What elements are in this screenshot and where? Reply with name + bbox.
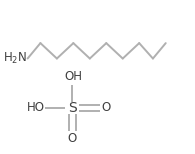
Text: S: S — [68, 101, 77, 115]
Text: H$_2$N: H$_2$N — [3, 51, 27, 66]
Text: O: O — [68, 132, 77, 145]
Text: OH: OH — [64, 71, 82, 83]
Text: O: O — [101, 101, 111, 114]
Text: HO: HO — [27, 101, 44, 114]
